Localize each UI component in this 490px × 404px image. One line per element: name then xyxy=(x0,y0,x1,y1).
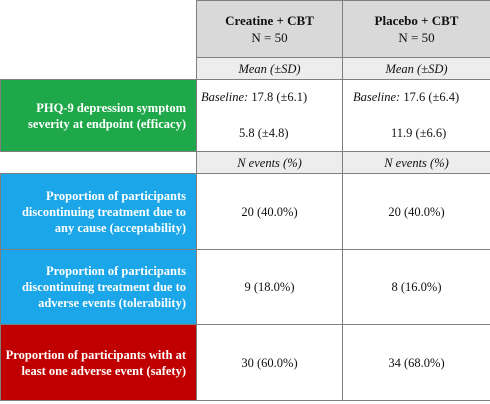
tolerability-placebo: 8 (16.0%) xyxy=(342,249,490,325)
baseline-prefix: Baseline: xyxy=(353,90,401,104)
tolerability-row: Proportion of participants discontinuing… xyxy=(0,249,490,325)
tolerability-creatine: 9 (18.0%) xyxy=(196,249,343,325)
col-header-placebo-name: Placebo + CBT xyxy=(374,13,459,28)
safety-label: Proportion of participants with at least… xyxy=(0,324,197,401)
col-header-creatine-name: Creatine + CBT xyxy=(225,13,314,28)
acceptability-row: Proportion of participants discontinuing… xyxy=(0,173,490,250)
acceptability-placebo: 20 (40.0%) xyxy=(342,173,490,250)
efficacy-creatine-baseline: Baseline: 17.8 (±6.1) xyxy=(201,89,307,105)
col-header-placebo-n: N = 50 xyxy=(398,30,435,45)
efficacy-creatine-baseline-value: 17.8 (±6.1) xyxy=(248,90,308,104)
mean-subheader-1: Mean (±SD) xyxy=(196,57,343,80)
events-subheader-1: N events (%) xyxy=(196,151,343,174)
efficacy-placebo-endpoint: 11.9 (±6.6) xyxy=(391,126,447,140)
tolerability-label: Proportion of participants discontinuing… xyxy=(0,249,197,325)
safety-creatine: 30 (60.0%) xyxy=(196,324,343,401)
mean-subheader-2: Mean (±SD) xyxy=(342,57,490,80)
baseline-prefix: Baseline: xyxy=(201,90,249,104)
col-header-creatine-n: N = 50 xyxy=(251,30,288,45)
efficacy-placebo-cell: Baseline: 17.6 (±6.4) 11.9 (±6.6) xyxy=(342,79,490,152)
mean-subheader-row: Mean (±SD) Mean (±SD) xyxy=(1,57,490,80)
efficacy-creatine-cell: Baseline: 17.8 (±6.1) 5.8 (±4.8) xyxy=(196,79,343,152)
efficacy-label: PHQ-9 depression symptom severity at end… xyxy=(0,79,197,152)
efficacy-placebo-baseline: Baseline: 17.6 (±6.4) xyxy=(353,89,459,105)
blank-corner xyxy=(1,1,197,58)
header-row: Creatine + CBT N = 50 Placebo + CBT N = … xyxy=(1,0,490,58)
efficacy-placebo-baseline-value: 17.6 (±6.4) xyxy=(400,90,460,104)
events-subheader-2: N events (%) xyxy=(342,151,490,174)
blank-cell xyxy=(1,152,197,174)
safety-placebo: 34 (68.0%) xyxy=(342,324,490,401)
acceptability-creatine: 20 (40.0%) xyxy=(196,173,343,250)
acceptability-label: Proportion of participants discontinuing… xyxy=(0,173,197,250)
events-subheader-row: N events (%) N events (%) xyxy=(1,151,490,174)
efficacy-creatine-endpoint: 5.8 (±4.8) xyxy=(239,126,289,140)
blank-cell xyxy=(1,58,197,80)
col-header-placebo: Placebo + CBT N = 50 xyxy=(342,0,490,58)
efficacy-row: PHQ-9 depression symptom severity at end… xyxy=(0,79,490,152)
col-header-creatine: Creatine + CBT N = 50 xyxy=(196,0,343,58)
safety-row: Proportion of participants with at least… xyxy=(0,324,490,401)
